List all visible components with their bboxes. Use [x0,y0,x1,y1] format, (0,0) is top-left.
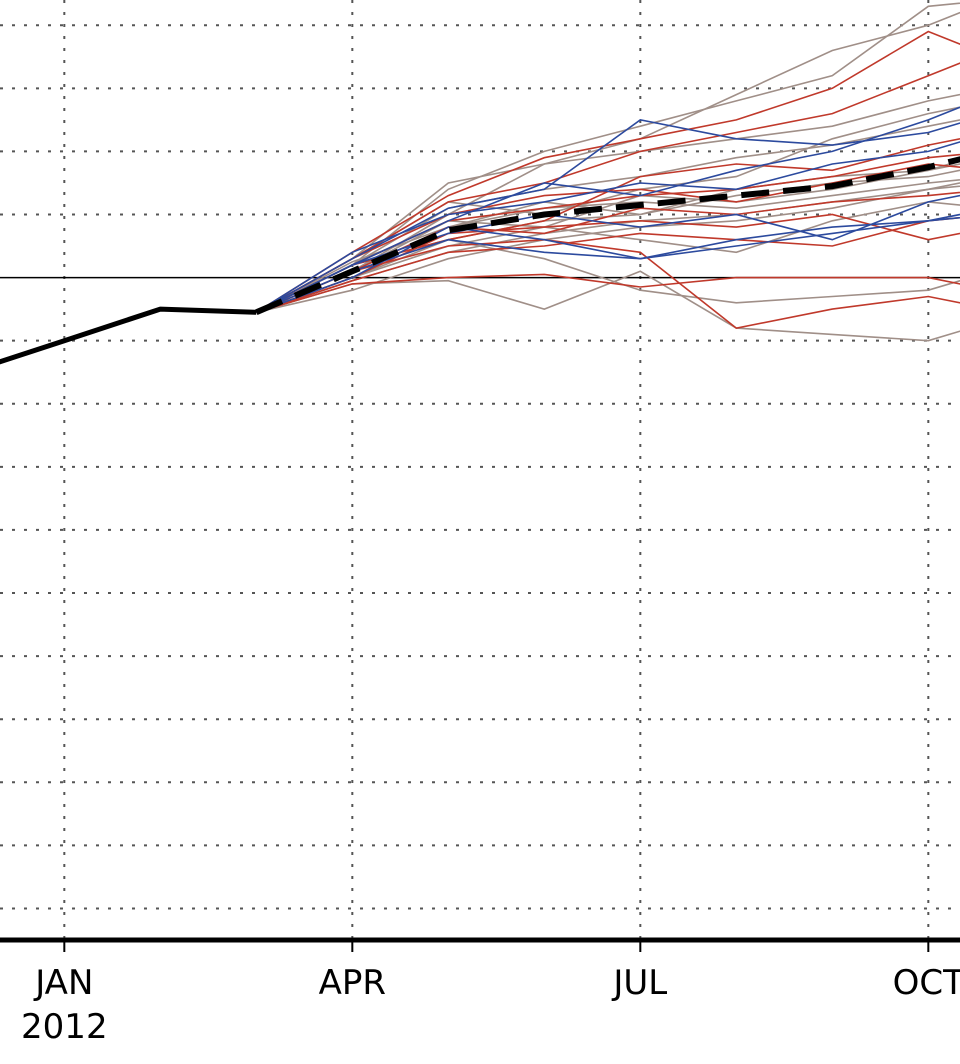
ensemble-member-line-1 [256,273,960,314]
x-tick-label-2: APR [319,963,386,1003]
observed-layer [0,306,257,365]
ensemble-member-line-20 [256,201,960,314]
ensemble-member-line-9 [256,216,960,314]
x-tick-label-3: JUL [611,963,667,1003]
ensemble-mean-line [255,156,960,316]
x-tick-label-1: JAN [33,963,93,1003]
ensemble-member-line-10 [255,163,960,313]
gridlines [0,0,960,940]
x-tick-sublabel-1: 2012 [21,1007,108,1047]
ensemble-member-line-18 [256,270,960,342]
ensemble-member-line-5 [255,30,960,313]
observed-line [0,306,257,365]
ensemble-member-line-15 [255,141,960,313]
ensemble-member-line-11 [255,119,960,313]
ensemble-mean-layer [255,156,960,316]
x-tick-label-4: OCT [893,963,960,1003]
ensemble-member-line-6 [256,213,960,314]
ensemble-member-line-13 [255,106,960,314]
